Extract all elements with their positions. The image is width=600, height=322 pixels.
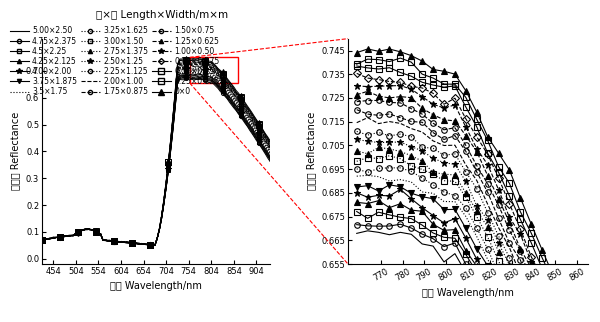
Y-axis label: 反射率 Reflectance: 反射率 Reflectance (306, 112, 316, 191)
Text: 长×宽 Length×Width/m×m: 长×宽 Length×Width/m×m (96, 10, 228, 20)
Y-axis label: 反射率 Reflectance: 反射率 Reflectance (10, 112, 20, 191)
Bar (190, 57, 238, 83)
X-axis label: 波段 Wavelength/nm: 波段 Wavelength/nm (422, 288, 514, 298)
Legend: 5.00×2.50, 4.75×2.375, 4.5×2.25, 4.25×2.125, 4.00×2.00, 3.75×1.875, 3.5×1.75, 3.: 5.00×2.50, 4.75×2.375, 4.5×2.25, 4.25×2.… (10, 26, 219, 96)
X-axis label: 波段 Wavelength/nm: 波段 Wavelength/nm (110, 281, 202, 291)
